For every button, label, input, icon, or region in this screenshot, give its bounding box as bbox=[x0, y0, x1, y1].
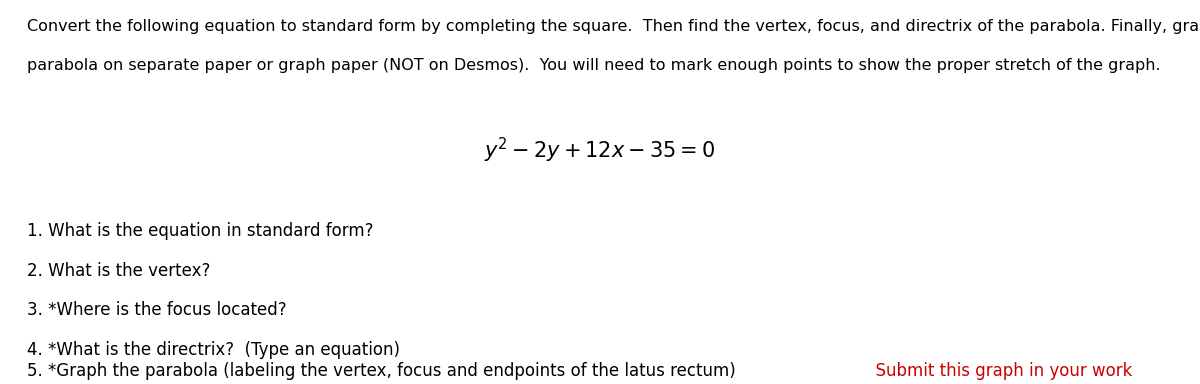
Text: Convert the following equation to standard form by completing the square.  Then : Convert the following equation to standa… bbox=[28, 19, 1200, 34]
Text: 5. *Graph the parabola (labeling the vertex, focus and endpoints of the latus re: 5. *Graph the parabola (labeling the ver… bbox=[28, 362, 736, 380]
Text: $y^2 - 2y + 12x - 35 = 0$: $y^2 - 2y + 12x - 35 = 0$ bbox=[485, 136, 715, 165]
Text: 2. What is the vertex?: 2. What is the vertex? bbox=[28, 262, 211, 280]
Text: 1. What is the equation in standard form?: 1. What is the equation in standard form… bbox=[28, 222, 373, 240]
Text: 4. *What is the directrix?  (Type an equation): 4. *What is the directrix? (Type an equa… bbox=[28, 341, 401, 359]
Text: parabola on separate paper or graph paper (NOT on Desmos).  You will need to mar: parabola on separate paper or graph pape… bbox=[28, 58, 1160, 73]
Text: Submit this graph in your work: Submit this graph in your work bbox=[865, 362, 1133, 380]
Text: 3. *Where is the focus located?: 3. *Where is the focus located? bbox=[28, 301, 287, 319]
